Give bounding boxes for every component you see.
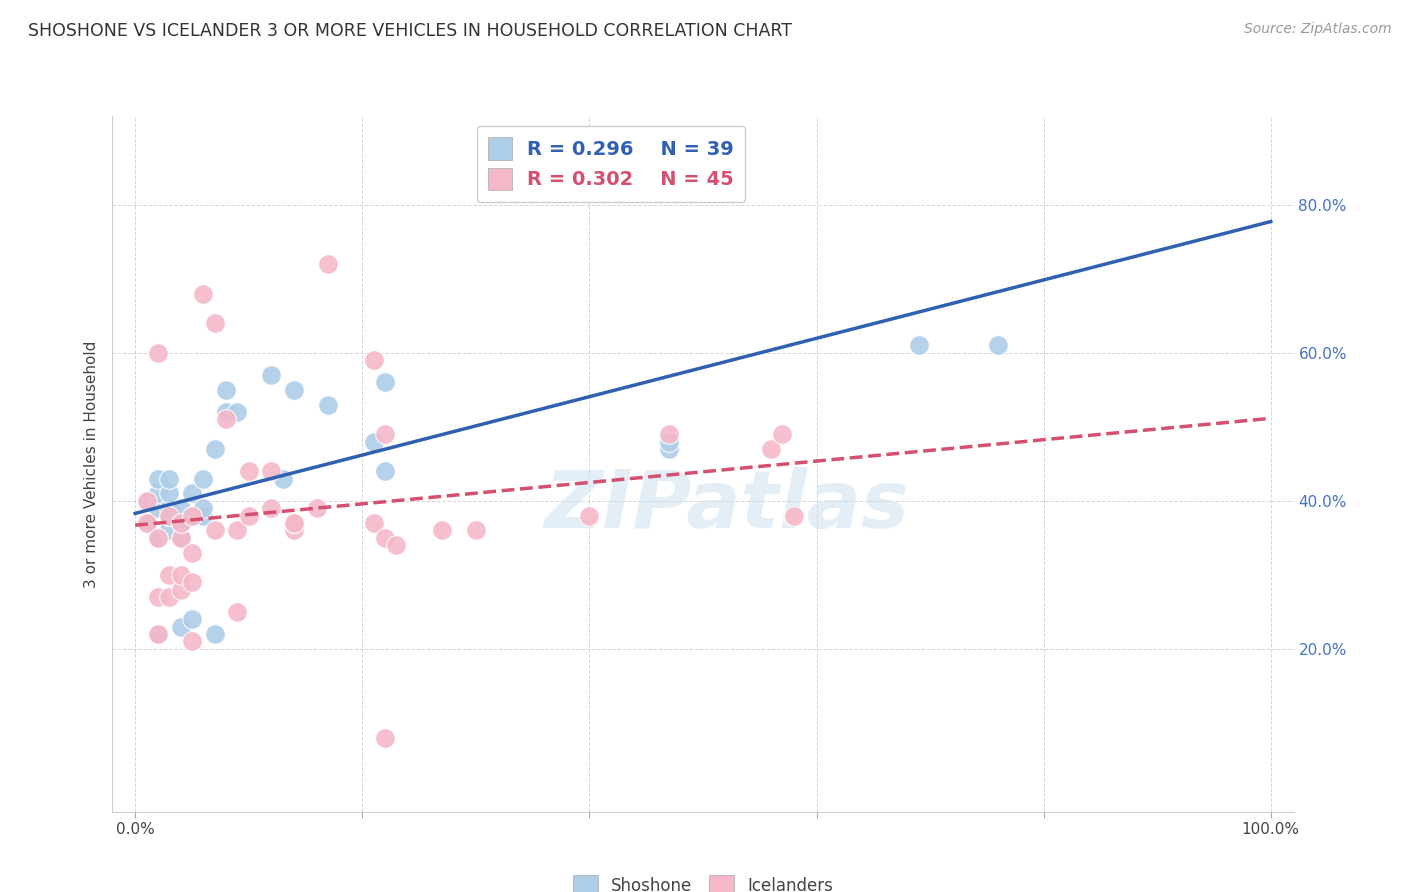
- Point: [146, 531, 169, 545]
- Point: [169, 501, 191, 516]
- Point: [555, 168, 578, 182]
- Point: [146, 472, 169, 486]
- Point: [464, 524, 486, 538]
- Point: [157, 508, 180, 523]
- Point: [181, 486, 204, 500]
- Text: Source: ZipAtlas.com: Source: ZipAtlas.com: [1244, 22, 1392, 37]
- Point: [260, 368, 283, 382]
- Y-axis label: 3 or more Vehicles in Household: 3 or more Vehicles in Household: [83, 340, 98, 588]
- Point: [169, 516, 191, 530]
- Point: [146, 346, 169, 360]
- Point: [759, 442, 782, 456]
- Point: [260, 464, 283, 478]
- Point: [305, 501, 328, 516]
- Point: [204, 316, 226, 330]
- Point: [238, 464, 260, 478]
- Point: [430, 524, 453, 538]
- Point: [181, 508, 204, 523]
- Point: [363, 516, 385, 530]
- Point: [157, 590, 180, 604]
- Point: [658, 442, 681, 456]
- Point: [374, 464, 396, 478]
- Point: [316, 398, 339, 412]
- Point: [169, 582, 191, 597]
- Point: [204, 442, 226, 456]
- Text: ZIPatlas: ZIPatlas: [544, 467, 910, 545]
- Point: [658, 427, 681, 442]
- Point: [215, 383, 238, 397]
- Point: [283, 516, 305, 530]
- Point: [238, 508, 260, 523]
- Point: [146, 627, 169, 641]
- Point: [204, 627, 226, 641]
- Point: [181, 634, 204, 648]
- Point: [385, 538, 408, 552]
- Point: [146, 531, 169, 545]
- Point: [169, 531, 191, 545]
- Point: [146, 501, 169, 516]
- Point: [157, 524, 180, 538]
- Point: [226, 605, 249, 619]
- Point: [146, 486, 169, 500]
- Point: [226, 524, 249, 538]
- Point: [772, 427, 794, 442]
- Point: [157, 567, 180, 582]
- Point: [135, 493, 157, 508]
- Point: [374, 376, 396, 390]
- Point: [363, 434, 385, 449]
- Point: [135, 516, 157, 530]
- Point: [283, 383, 305, 397]
- Point: [658, 434, 681, 449]
- Point: [374, 427, 396, 442]
- Point: [157, 472, 180, 486]
- Point: [283, 524, 305, 538]
- Point: [157, 486, 180, 500]
- Point: [578, 508, 600, 523]
- Point: [169, 567, 191, 582]
- Point: [215, 412, 238, 426]
- Point: [363, 353, 385, 368]
- Point: [181, 508, 204, 523]
- Point: [146, 627, 169, 641]
- Point: [135, 493, 157, 508]
- Point: [226, 405, 249, 419]
- Point: [193, 508, 215, 523]
- Point: [374, 531, 396, 545]
- Point: [987, 338, 1010, 352]
- Point: [783, 508, 806, 523]
- Point: [271, 472, 294, 486]
- Point: [169, 620, 191, 634]
- Point: [283, 516, 305, 530]
- Point: [204, 524, 226, 538]
- Point: [181, 612, 204, 626]
- Point: [316, 257, 339, 271]
- Text: SHOSHONE VS ICELANDER 3 OR MORE VEHICLES IN HOUSEHOLD CORRELATION CHART: SHOSHONE VS ICELANDER 3 OR MORE VEHICLES…: [28, 22, 792, 40]
- Point: [169, 516, 191, 530]
- Point: [157, 501, 180, 516]
- Point: [146, 590, 169, 604]
- Point: [907, 338, 929, 352]
- Point: [135, 516, 157, 530]
- Point: [215, 405, 238, 419]
- Point: [193, 501, 215, 516]
- Point: [193, 286, 215, 301]
- Point: [169, 531, 191, 545]
- Point: [181, 546, 204, 560]
- Point: [181, 575, 204, 590]
- Point: [260, 501, 283, 516]
- Legend: Shoshone, Icelanders: Shoshone, Icelanders: [567, 869, 839, 892]
- Point: [193, 472, 215, 486]
- Point: [157, 508, 180, 523]
- Point: [374, 731, 396, 745]
